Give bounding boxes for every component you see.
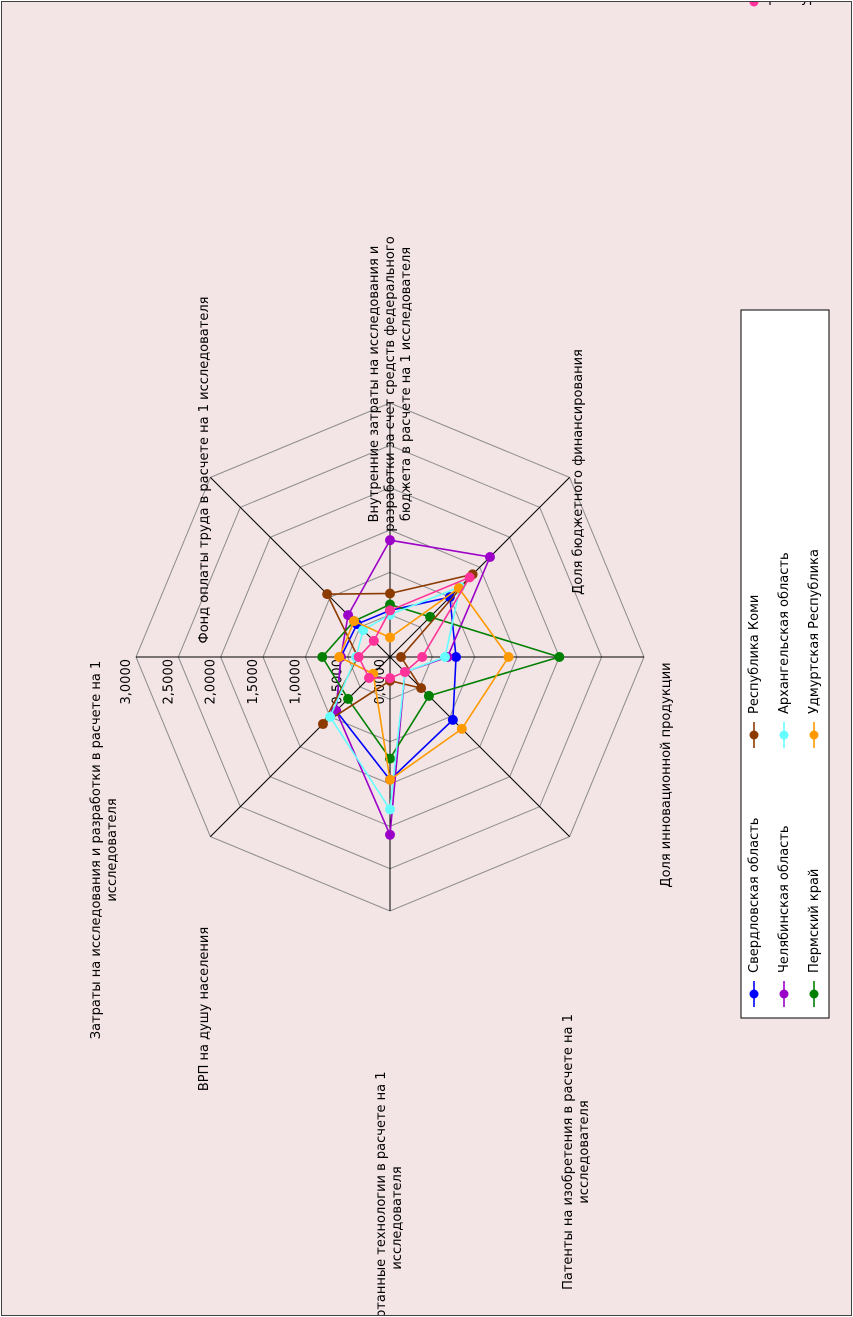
- legend-label: Удмуртская Республика: [807, 549, 822, 714]
- data-point: [385, 535, 395, 546]
- axis-label: Доля бюджетного финансирования: [571, 349, 586, 595]
- axis-label-line: Доля бюджетного финансирования: [571, 349, 586, 595]
- data-point: [484, 552, 495, 563]
- data-point: [317, 652, 328, 662]
- series-group: [317, 535, 565, 840]
- legend-item: Республика Коми: [747, 595, 762, 748]
- legend-label: Оренбургская область: [758, 2, 851, 6]
- data-point: [440, 652, 451, 662]
- legend-marker: [779, 989, 789, 999]
- axis-spoke: [389, 656, 570, 837]
- axis-label-line: бюджета в расчете на 1 исследователя: [399, 247, 414, 521]
- legend-item: Архангельская область: [777, 552, 792, 748]
- data-point: [343, 693, 354, 704]
- tick-labels: 0,00000,50001,00001,50002,00002,50003,00…: [119, 659, 388, 705]
- legend-label: Свердловская область: [747, 818, 762, 973]
- axis-label-line: Затраты на исследования и разработки в р…: [89, 661, 104, 1040]
- data-point: [456, 723, 467, 734]
- legend-item: Свердловская область: [747, 818, 762, 1007]
- axis-spoke: [389, 477, 570, 658]
- tick-label: 3,0000: [119, 659, 134, 705]
- tick-label: 2,0000: [204, 659, 219, 705]
- axis-label-line: исследователя: [577, 1100, 592, 1203]
- tick-label: 2,5000: [161, 659, 176, 705]
- legend-item: Челябинская область: [777, 825, 792, 1007]
- data-point: [385, 829, 395, 840]
- data-point: [399, 666, 410, 677]
- data-point: [349, 616, 360, 627]
- data-point: [385, 605, 395, 616]
- data-point: [503, 652, 514, 662]
- legend-marker: [779, 730, 789, 740]
- legend-item: Оренбургская область: [749, 2, 851, 7]
- axis-label: ВРП на душу населения: [197, 927, 212, 1091]
- legend: Свердловская область Челябинская область П…: [740, 2, 851, 1019]
- legend-marker: [749, 730, 759, 740]
- axis-label-line: Патенты на изобретения в расчете на 1: [561, 1014, 576, 1290]
- data-point: [368, 635, 379, 646]
- legend-marker: [809, 730, 819, 740]
- data-point: [385, 632, 395, 643]
- data-point: [385, 774, 395, 785]
- radar-grid: [135, 402, 645, 912]
- legend-box: [740, 309, 830, 1019]
- data-point: [464, 572, 475, 583]
- data-point: [423, 690, 434, 701]
- axis-label-line: Фонд оплаты труда в расчете на 1 исследо…: [197, 297, 212, 644]
- axis-label-line: ВРП на душу населения: [197, 927, 212, 1091]
- data-point: [364, 672, 375, 683]
- legend-marker: [749, 2, 759, 7]
- data-point: [385, 588, 395, 599]
- axis-label-line: исследователя: [105, 798, 120, 901]
- axis-label: Патенты на изобретения в расчете на 1 исс…: [561, 1014, 592, 1290]
- data-point: [317, 719, 328, 730]
- data-point: [325, 711, 336, 722]
- axis-spoke: [210, 656, 391, 837]
- tick-label: 1,5000: [246, 659, 261, 705]
- legend-item: Удмуртская Республика: [807, 549, 822, 748]
- data-point: [334, 652, 345, 662]
- legend-item: Пермский край: [807, 869, 822, 1007]
- data-point: [353, 652, 364, 662]
- legend-label: Челябинская область: [777, 825, 792, 973]
- axis-label-line: исследователя: [390, 1166, 405, 1269]
- axis-label-line: Внутренние затраты на исследования и: [367, 246, 382, 523]
- data-point: [554, 652, 565, 662]
- legend-label: Республика Коми: [747, 595, 762, 714]
- legend-label: Архангельская область: [777, 552, 792, 714]
- axis-label-line: разработки за счет средств федерального: [383, 236, 398, 531]
- data-point: [447, 714, 458, 725]
- data-point: [322, 589, 333, 600]
- data-point: [358, 625, 369, 636]
- legend-marker: [809, 989, 819, 999]
- axis-label: Фонд оплаты труда в расчете на 1 исследо…: [197, 297, 212, 644]
- data-point: [385, 804, 395, 815]
- tick-label: 1,0000: [288, 659, 303, 705]
- axis-labels: Внутренние затраты на исследования и разр…: [89, 236, 674, 1315]
- data-point: [417, 652, 428, 662]
- axis-label-line: Разработанные технологии в расчете на 1: [374, 1071, 389, 1315]
- series-7: [353, 572, 475, 684]
- data-point: [451, 652, 462, 662]
- data-point: [385, 673, 395, 684]
- axis-label-line: Доля инновационной продукции: [659, 662, 674, 887]
- series-6: [334, 583, 514, 785]
- legend-marker: [749, 989, 759, 999]
- data-point: [396, 652, 407, 662]
- data-point: [444, 592, 455, 603]
- legend-label: Пермский край: [807, 869, 822, 973]
- axis-label: Доля инновационной продукции: [659, 662, 674, 887]
- axis-label: Затраты на исследования и разработки в р…: [89, 661, 120, 1040]
- data-point: [416, 683, 427, 694]
- axis-label: Внутренние затраты на исследования и разр…: [367, 236, 414, 531]
